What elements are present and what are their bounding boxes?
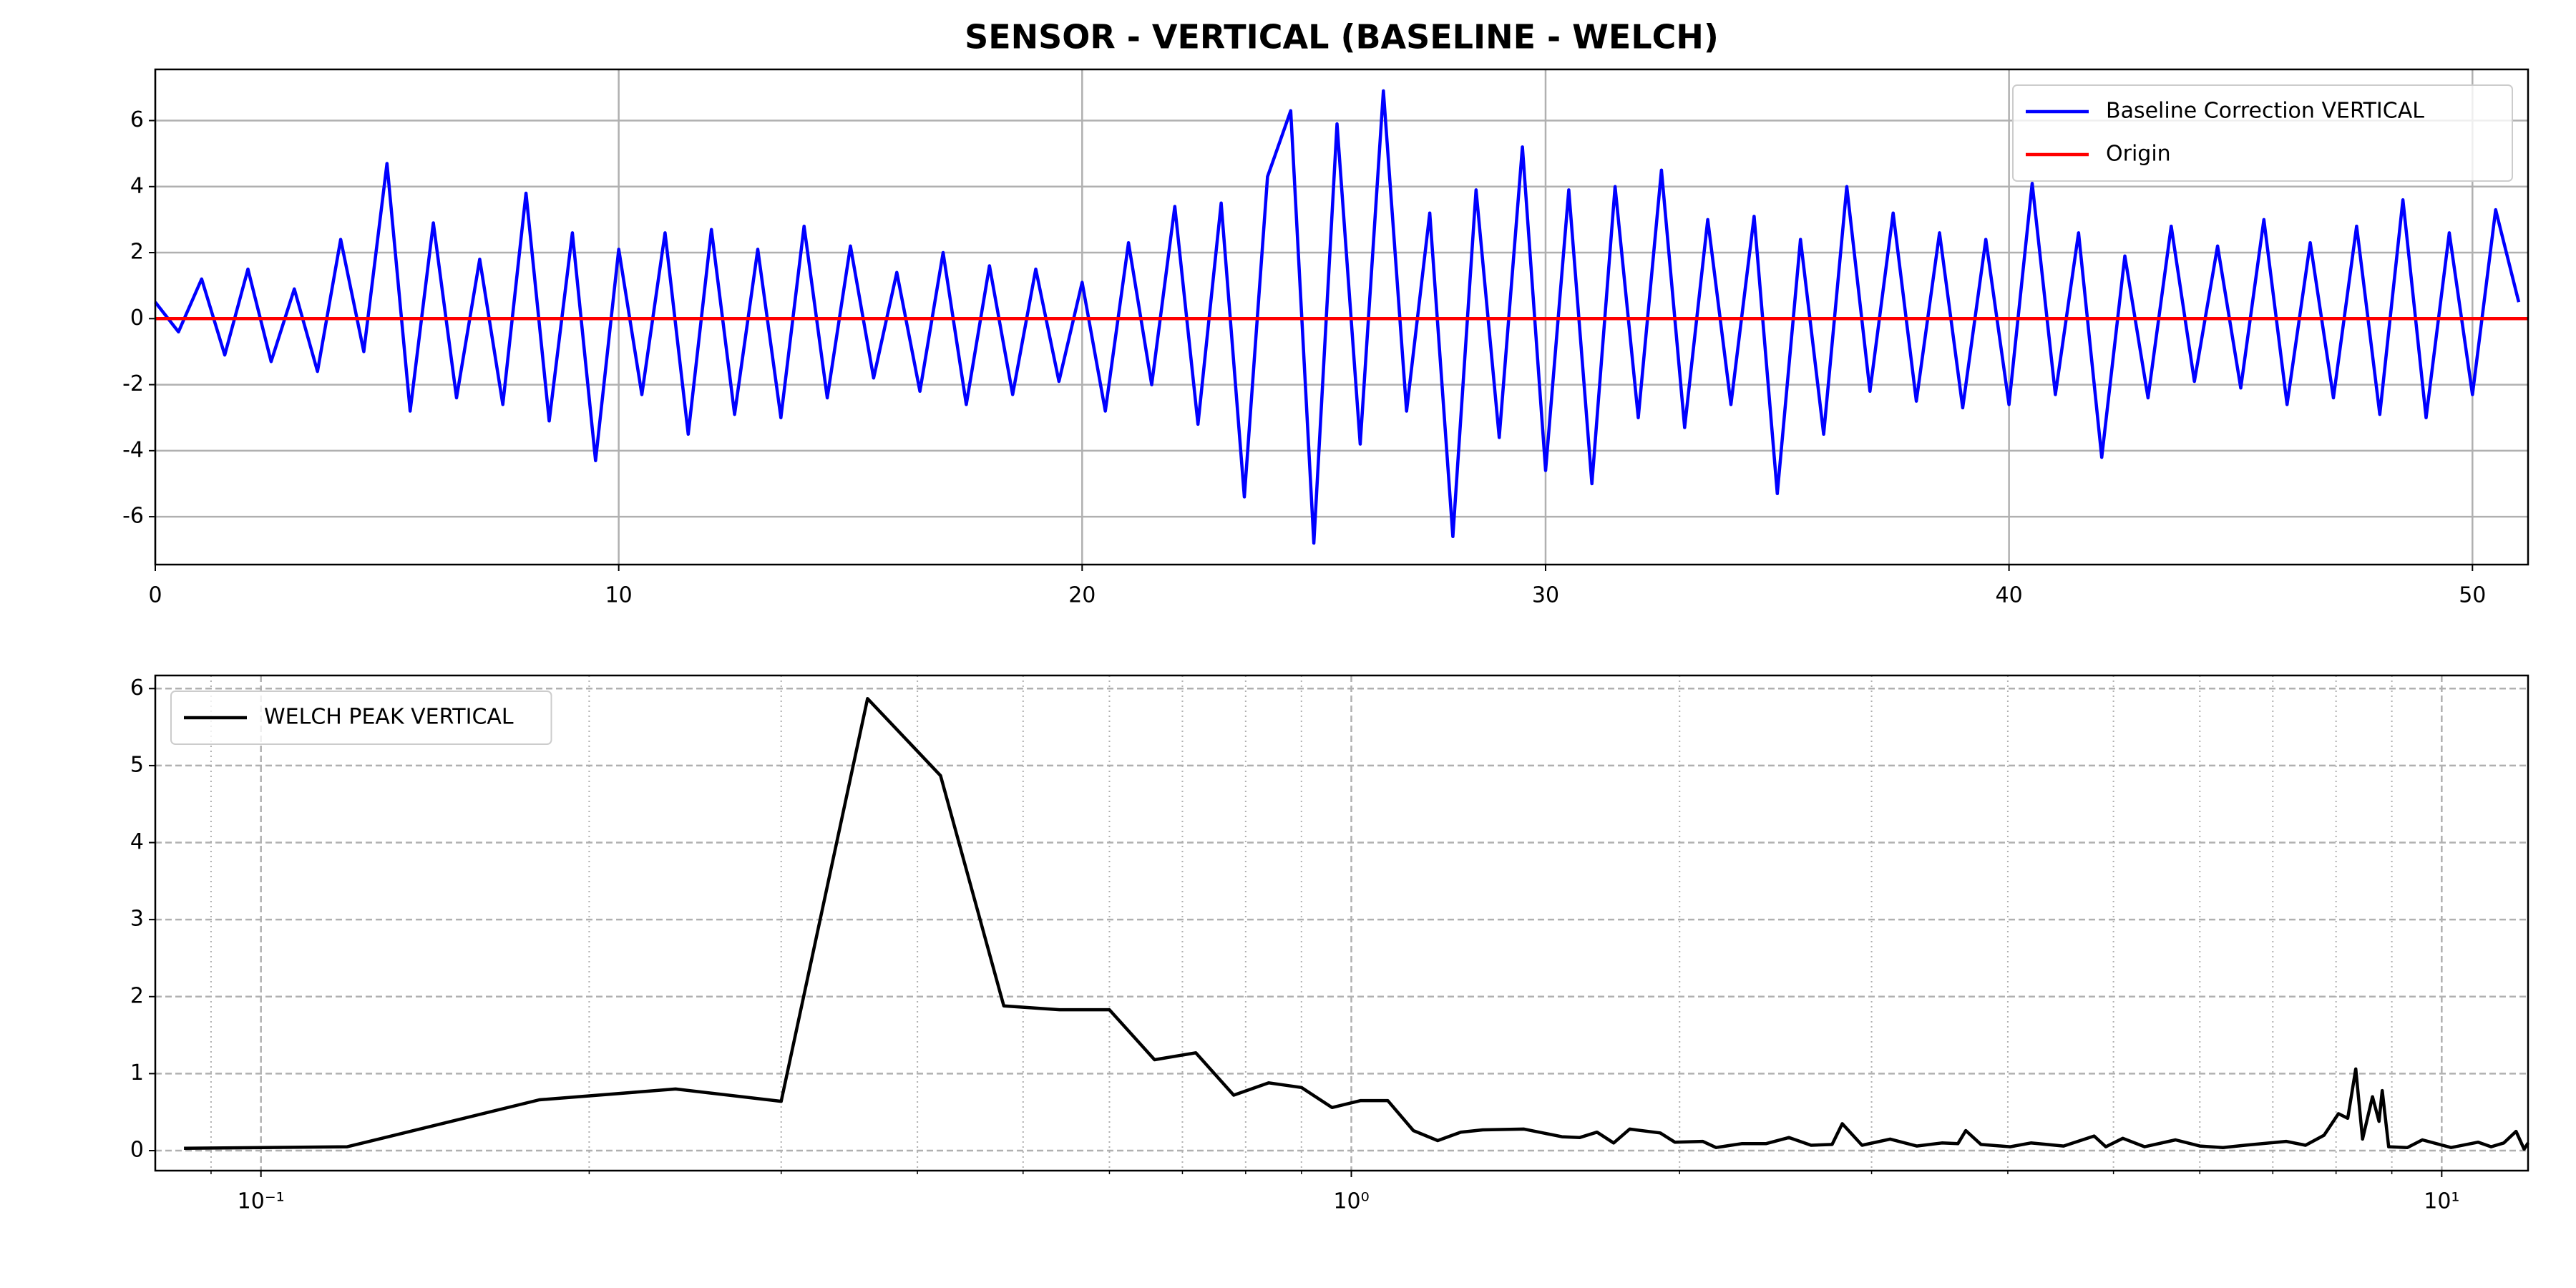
legend-label: Baseline Correction VERTICAL	[2106, 99, 2424, 124]
x-tick-label: 10¹	[2424, 1189, 2459, 1214]
axes-frame	[154, 68, 2529, 566]
y-tick-label: 4	[130, 829, 144, 854]
legend-label: Origin	[2106, 142, 2171, 167]
data-line	[184, 697, 2529, 1151]
y-tick-label: 0	[130, 1138, 144, 1163]
y-tick-label: 6	[130, 675, 144, 701]
x-tick-label: 30	[1532, 583, 1559, 608]
x-tick-label: 20	[1068, 583, 1096, 608]
y-tick-label: 2	[130, 983, 144, 1008]
y-tick-label: 5	[130, 752, 144, 777]
legend-box	[170, 691, 552, 745]
y-tick-label: 3	[130, 907, 144, 932]
y-tick-label: -4	[122, 437, 144, 462]
data-line	[154, 89, 2521, 545]
x-tick-label: 50	[2459, 583, 2486, 608]
y-tick-label: 1	[130, 1060, 144, 1085]
y-tick-label: 2	[130, 240, 144, 265]
legend-box	[2012, 84, 2513, 182]
y-tick-label: -6	[122, 504, 144, 529]
legend-label: WELCH PEAK VERTICAL	[264, 705, 514, 730]
y-tick-label: -2	[122, 371, 144, 396]
y-tick-label: 6	[130, 107, 144, 132]
x-tick-label: 10	[605, 583, 633, 608]
x-tick-label: 0	[148, 583, 162, 608]
x-tick-label: 10⁻¹	[238, 1189, 285, 1214]
y-tick-label: 0	[130, 306, 144, 331]
axes-frame	[154, 674, 2529, 1172]
x-tick-label: 10⁰	[1333, 1189, 1369, 1214]
chart-title: SENSOR - VERTICAL (BASELINE - WELCH)	[965, 18, 1719, 57]
x-tick-label: 40	[1996, 583, 2023, 608]
y-tick-label: 4	[130, 173, 144, 198]
